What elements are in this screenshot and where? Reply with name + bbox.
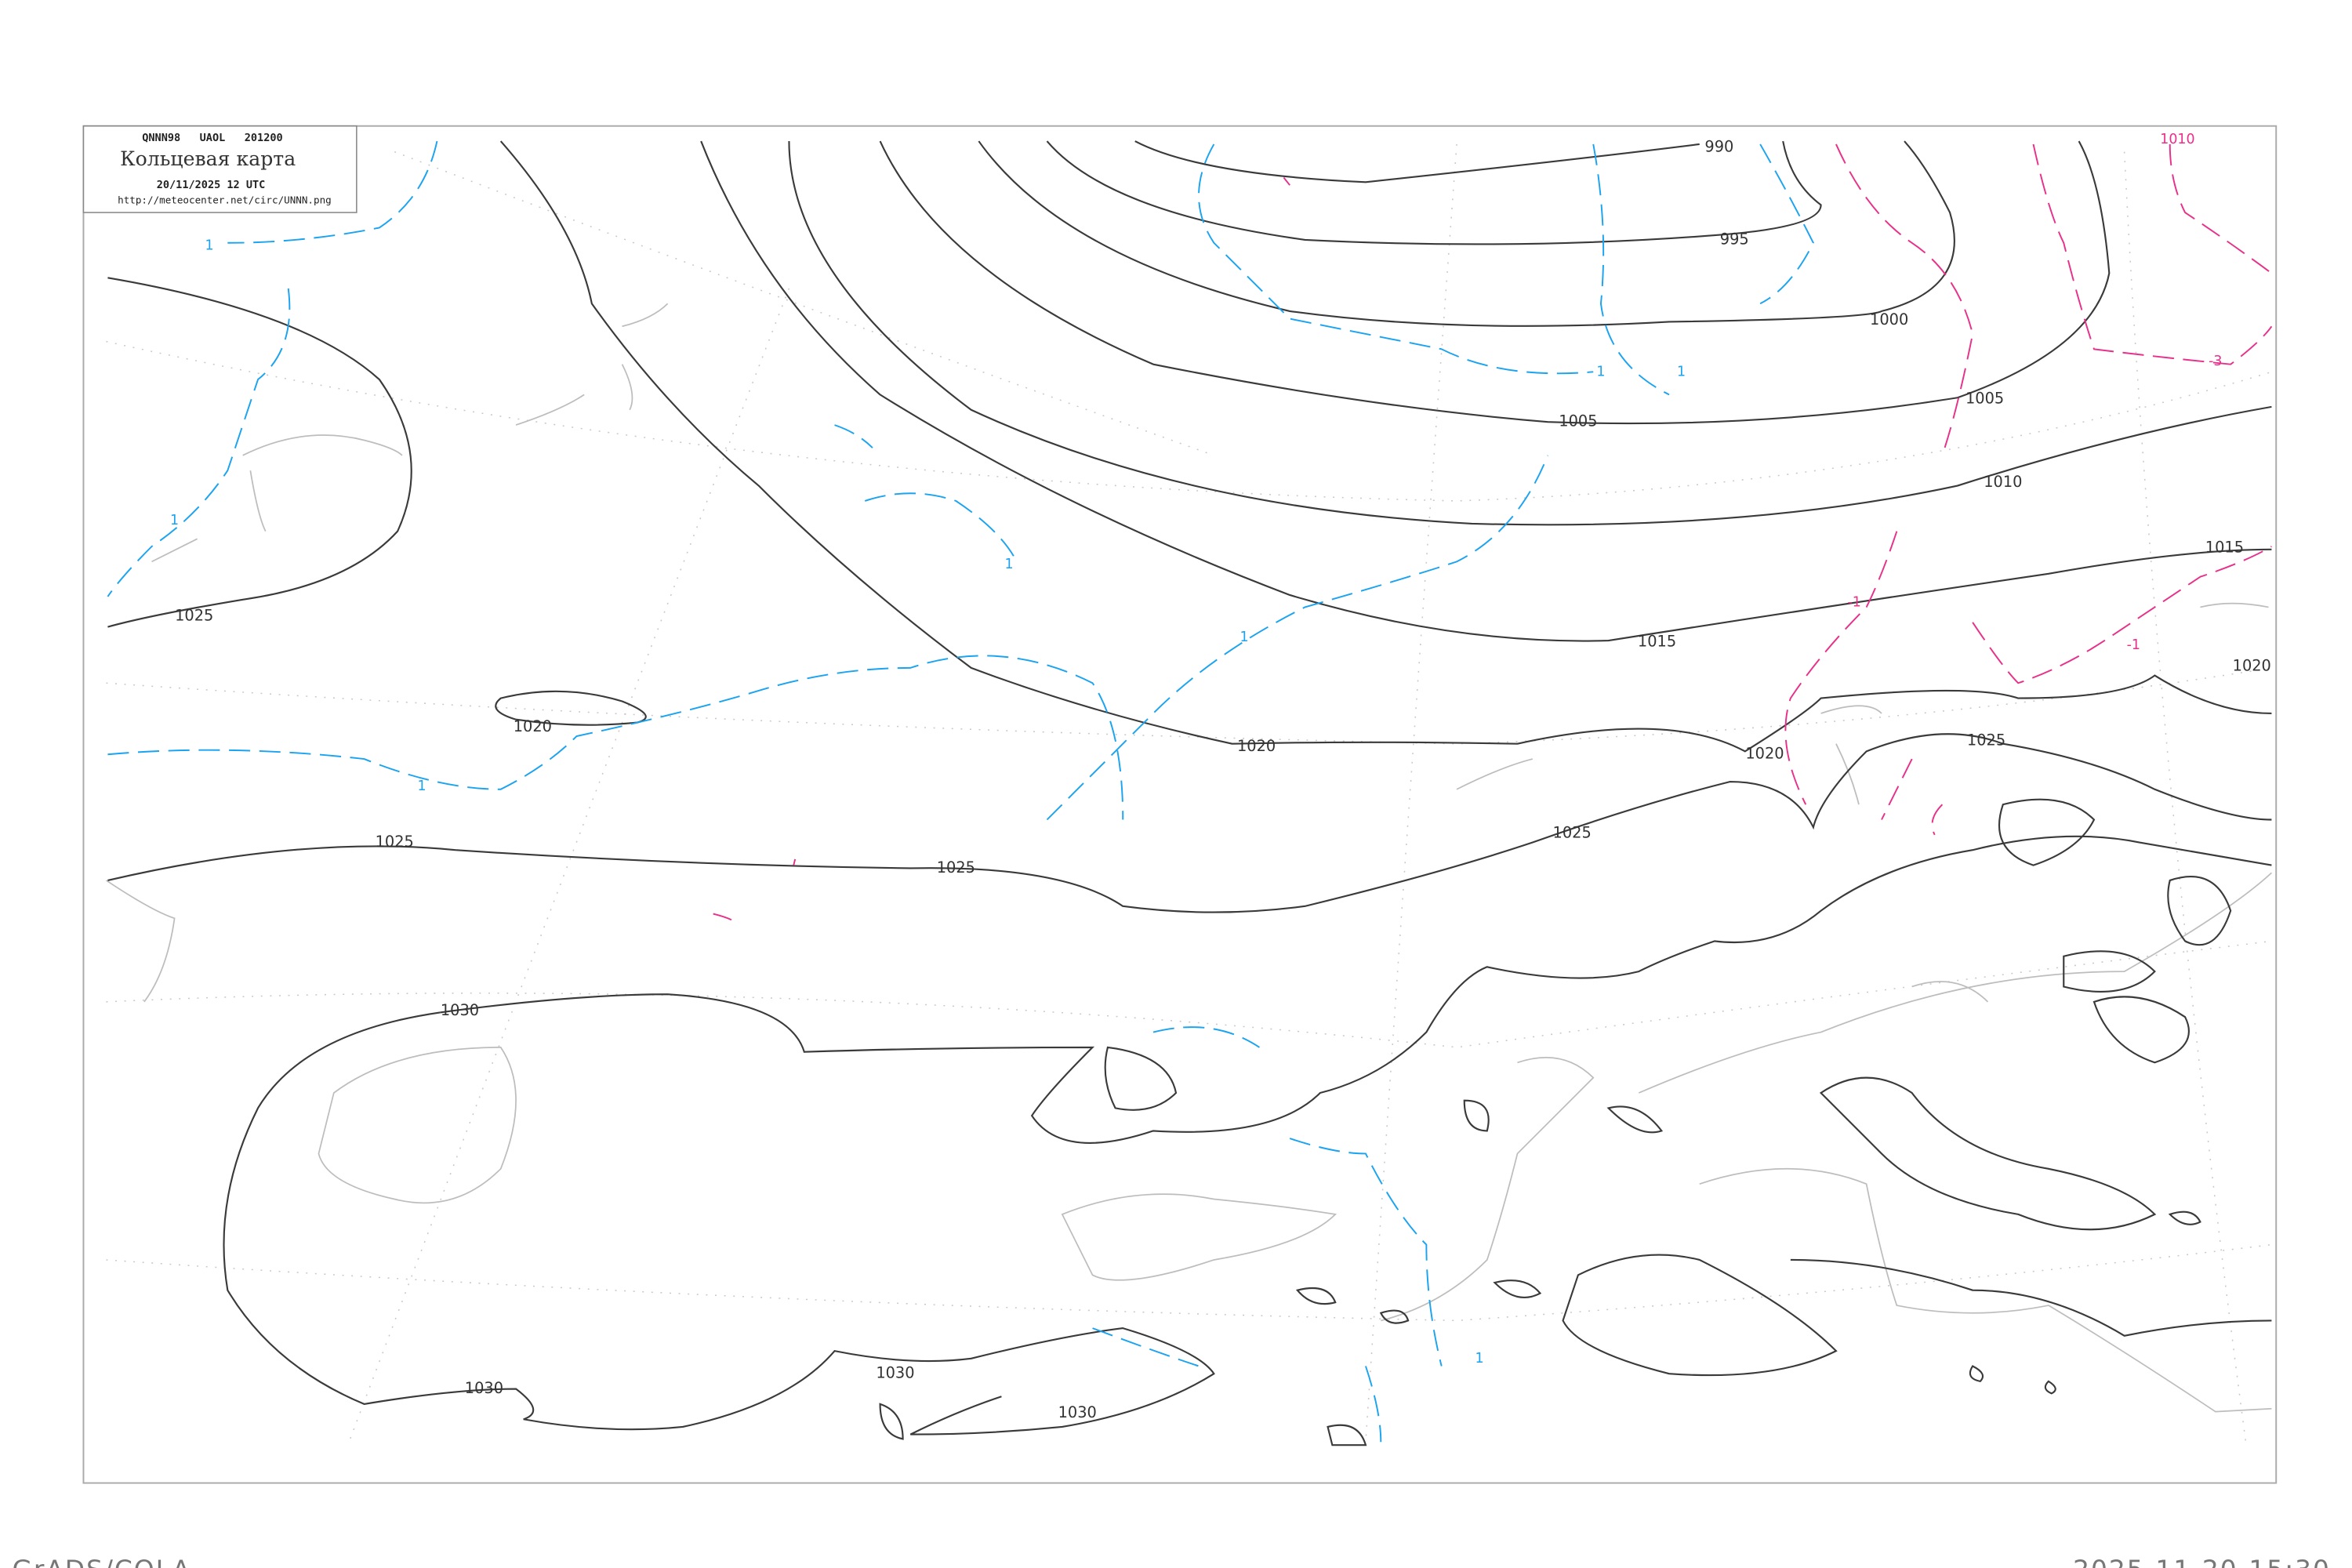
isobar-label: 1015 (2205, 538, 2244, 556)
graticule (106, 143, 2272, 1443)
isobar-label: 995 (1720, 230, 1749, 248)
contour-label: 1 (170, 513, 179, 528)
map-frame (82, 125, 2278, 1484)
isobar-label: 1020 (1745, 745, 1784, 763)
isobar-label: 1025 (1967, 731, 2005, 749)
isobars (107, 140, 2272, 1446)
contour-label: -3 (2209, 354, 2222, 369)
isobar-label: 1020 (2233, 656, 2271, 674)
negative-contour-labels: -1 -1 -3 1010 (1847, 132, 2222, 653)
map-title: Кольцевая карта (120, 147, 296, 170)
isobar-label: 1030 (465, 1379, 503, 1397)
map-datetime: 20/11/2025 12 UTC (157, 179, 266, 191)
isobar-label: 1015 (1638, 632, 1676, 650)
negative-contours (713, 143, 2273, 921)
coastlines (106, 303, 2273, 1413)
isobar-label: 1025 (175, 607, 213, 625)
isobar-label: 1025 (937, 858, 975, 877)
isobar-label: 1020 (1237, 737, 1276, 755)
contour-label: 1 (205, 238, 214, 254)
contour-label: -1 (1847, 595, 1860, 611)
contour-label: 1 (1240, 630, 1249, 645)
isobar-label: 1005 (1965, 390, 2004, 408)
isobar-label: 1030 (876, 1364, 914, 1382)
contour-label: 1 (1005, 557, 1014, 572)
isobar-label: 1030 (441, 1001, 479, 1019)
footer-software: GrADS/COLA (12, 1555, 191, 1568)
isobar-label: 1005 (1559, 412, 1597, 430)
isobar-label: 1020 (514, 717, 552, 735)
positive-contour-labels: 1 1 1 1 1 1 1 1 (170, 238, 1686, 1367)
contour-label: 1 (1596, 364, 1605, 379)
contour-label: 1 (418, 779, 426, 794)
isobar-labels: 990 995 1000 1005 1005 1010 1015 1015 10… (175, 137, 2271, 1421)
footer-timestamp: 2025-11-20-15:30 (2073, 1555, 2331, 1568)
contour-label: -1 (2127, 637, 2140, 653)
contour-label: 1 (1475, 1351, 1484, 1367)
isobar-label: 990 (1704, 137, 1733, 155)
isobar-label: 1025 (376, 833, 414, 851)
positive-contours (107, 140, 1814, 1443)
contour-label: 1 (1677, 364, 1686, 379)
isobar-label: 1030 (1058, 1403, 1097, 1421)
isobar-label: 1000 (1870, 310, 1908, 328)
header-box: QNNN98 UAOL 201200 Кольцевая карта 20/11… (82, 125, 358, 213)
header-code: QNNN98 UAOL 201200 (142, 132, 282, 144)
contour-label: 1010 (2160, 132, 2194, 147)
isobar-label: 1025 (1553, 823, 1592, 841)
isobar-label: 1010 (1984, 473, 2022, 491)
map-url: http://meteocenter.net/circ/UNNN.png (118, 194, 332, 205)
